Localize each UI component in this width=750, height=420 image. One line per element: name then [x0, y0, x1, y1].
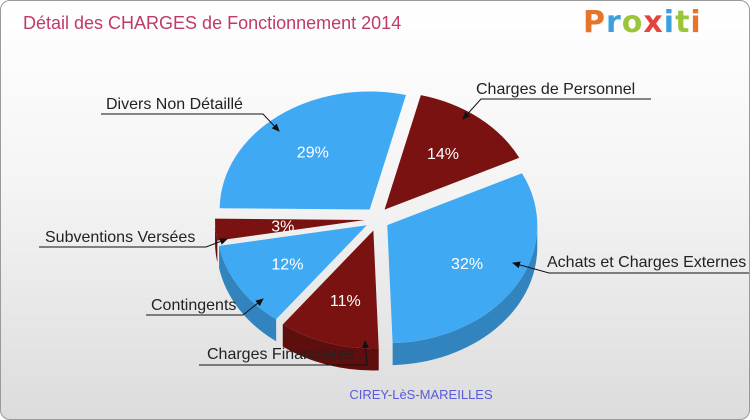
pie-slice[interactable]	[282, 230, 379, 349]
slice-percent-label: 32%	[451, 256, 483, 273]
logo-letter: i	[690, 5, 702, 40]
chart-subtitle: CIREY-LèS-MAREILLES	[349, 387, 493, 402]
slice-percent-label: 12%	[271, 256, 303, 273]
leader-line	[199, 340, 370, 366]
logo-letter: P	[583, 5, 606, 40]
logo-letter: r	[606, 5, 622, 40]
slice-percent-label: 14%	[427, 146, 459, 163]
pie-slice-side	[215, 219, 218, 263]
pie-slice[interactable]	[219, 225, 367, 320]
slice-category-label: Divers Non Détaillé	[106, 96, 243, 113]
slice-category-label: Subventions Versées	[45, 229, 195, 246]
pie-slice[interactable]	[387, 173, 538, 344]
pie-slice[interactable]	[384, 95, 520, 210]
leader-line	[146, 298, 264, 316]
pie-slice[interactable]	[215, 218, 366, 241]
slice-category-label: Contingents	[151, 297, 236, 314]
slice-category-label: Charges de Personnel	[476, 81, 635, 98]
logo-letter: x	[643, 5, 664, 40]
logo-letter: i	[663, 5, 676, 40]
slice-percent-label: 3%	[271, 218, 294, 235]
slice-percent-label: 29%	[297, 145, 329, 162]
slice-category-label: Achats et Charges Externes	[547, 254, 746, 271]
leader-line	[39, 238, 228, 248]
logo-letter: o	[621, 5, 644, 40]
pie-slice-side	[219, 245, 277, 342]
leader-line	[101, 113, 280, 132]
pie-slice[interactable]	[219, 91, 406, 210]
chart-title: Détail des CHARGES de Fonctionnement 201…	[23, 13, 402, 33]
logo-letter: t	[675, 5, 691, 40]
leader-line	[462, 98, 651, 120]
slice-percent-label: 11%	[330, 293, 361, 310]
slice-category-label: Charges Financières	[207, 346, 355, 363]
pie-slice-side	[282, 324, 379, 371]
proxiti-logo[interactable]: Proxiti	[583, 5, 702, 40]
leader-line	[512, 261, 749, 274]
pie-slice-side	[392, 225, 538, 366]
